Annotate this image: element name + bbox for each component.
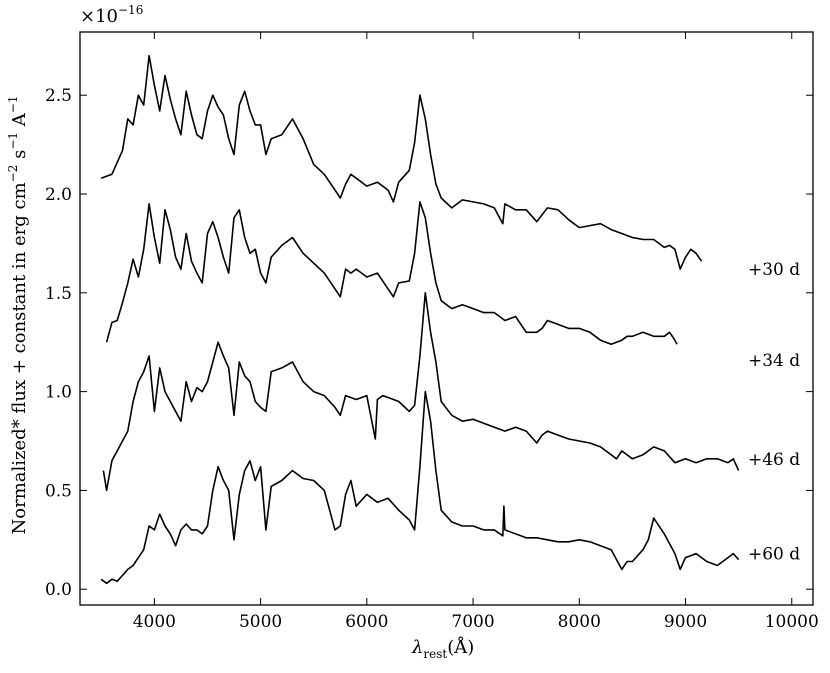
series-line xyxy=(100,54,703,270)
series-label: +34 d xyxy=(748,351,800,371)
series-line xyxy=(100,390,740,585)
x-tick-label: 5000 xyxy=(239,612,282,632)
x-tick-label: 10000 xyxy=(765,612,819,632)
y-axis-label: Normalized* flux + constant in erg cm−2 … xyxy=(6,96,30,535)
y-tick-label: 0.5 xyxy=(45,481,72,501)
x-axis-label: λrest(Å) xyxy=(411,636,474,661)
plot-frame xyxy=(79,31,814,606)
x-tick-label: 8000 xyxy=(558,612,601,632)
x-tick-label: 9000 xyxy=(664,612,707,632)
x-tick-label: 4000 xyxy=(133,612,176,632)
y-tick-label: 2.0 xyxy=(45,185,72,205)
series-line xyxy=(102,291,740,492)
series-label: +30 d xyxy=(748,260,800,280)
x-tick-label: 6000 xyxy=(345,612,388,632)
y-tick-label: 2.5 xyxy=(45,86,72,106)
x-tick-label: 7000 xyxy=(451,612,494,632)
series-label: +60 d xyxy=(748,545,800,565)
series-group xyxy=(100,54,740,585)
y-tick-label: 1.0 xyxy=(45,383,72,403)
series-label: +46 d xyxy=(748,450,800,470)
label-group: 4000 5000 6000 7000 8000 9000 10000 0.0 0.5 1.0 1.… xyxy=(45,86,819,632)
y-multiplier: ×10−16 xyxy=(80,3,143,27)
y-tick-label: 0.0 xyxy=(45,580,72,600)
y-tick-label: 1.5 xyxy=(45,284,72,304)
series-line xyxy=(105,201,678,346)
tick-group xyxy=(80,32,813,605)
plot-area xyxy=(79,31,814,606)
